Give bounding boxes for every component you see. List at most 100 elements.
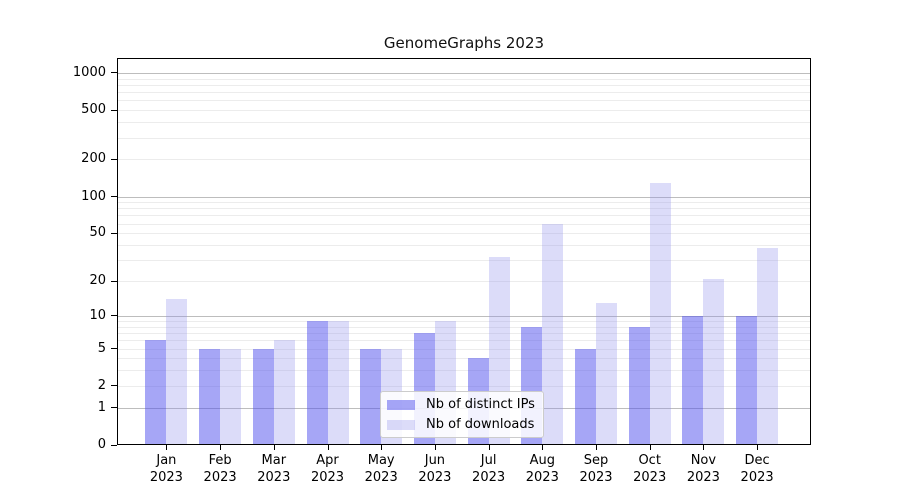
minor-gridline bbox=[118, 233, 810, 235]
x-axis-tick-label: Feb 2023 bbox=[203, 453, 237, 485]
x-axis-tick bbox=[596, 445, 597, 450]
x-axis-tick bbox=[220, 445, 222, 450]
x-axis-tick bbox=[434, 445, 436, 450]
legend-entry-downloads: Nb of downloads bbox=[387, 415, 543, 435]
x-axis-tick-label: Aug 2023 bbox=[525, 453, 559, 485]
x-axis-tick bbox=[649, 445, 651, 450]
y-axis-tick bbox=[111, 444, 117, 446]
bar-downloads-apr bbox=[327, 321, 349, 445]
x-axis-tick bbox=[542, 445, 544, 450]
minor-gridline bbox=[118, 333, 810, 334]
bar-downloads-jan bbox=[166, 299, 188, 445]
minor-gridline bbox=[118, 84, 810, 86]
x-axis-tick-label: Jan 2023 bbox=[149, 453, 183, 485]
y-axis-tick-label: 200 bbox=[81, 151, 106, 167]
legend-label-distinct-ips: Nb of distinct IPs bbox=[426, 397, 535, 412]
y-axis-tick bbox=[111, 232, 117, 234]
minor-gridline bbox=[118, 326, 810, 328]
y-axis-tick bbox=[111, 196, 117, 197]
y-axis-tick-label: 2 bbox=[97, 377, 106, 393]
x-axis-tick bbox=[381, 445, 383, 450]
bar-distinct-ips-feb bbox=[199, 348, 221, 445]
y-axis-tick-label: 1000 bbox=[72, 64, 106, 80]
y-axis-tick-label: 50 bbox=[89, 225, 106, 241]
minor-gridline bbox=[118, 358, 810, 360]
x-axis-tick-label: Sep 2023 bbox=[579, 453, 613, 485]
y-axis-tick bbox=[111, 385, 117, 387]
x-axis-tick-label: Nov 2023 bbox=[686, 453, 720, 485]
minor-gridline bbox=[118, 223, 810, 225]
y-axis-tick-label: 0 bbox=[97, 437, 106, 452]
y-axis-tick-label: 1 bbox=[97, 399, 106, 415]
y-axis-tick bbox=[111, 348, 117, 349]
minor-gridline bbox=[118, 245, 810, 246]
y-axis-tick bbox=[111, 109, 117, 111]
minor-gridline bbox=[118, 340, 810, 342]
legend-swatch-distinct-ips-icon bbox=[387, 399, 415, 410]
minor-gridline bbox=[118, 370, 810, 372]
minor-gridline bbox=[118, 348, 810, 350]
x-axis-tick-label: Apr 2023 bbox=[310, 453, 345, 485]
bar-downloads-mar bbox=[273, 340, 295, 445]
y-axis-tick bbox=[111, 158, 117, 160]
legend-label-downloads: Nb of downloads bbox=[426, 417, 535, 432]
bar-distinct-ips-jan bbox=[145, 340, 167, 445]
bar-downloads-nov bbox=[703, 278, 725, 445]
bar-distinct-ips-sep bbox=[575, 348, 596, 445]
y-axis-tick-label: 100 bbox=[81, 188, 106, 204]
y-axis-tick bbox=[111, 407, 117, 409]
bar-distinct-ips-dec bbox=[736, 315, 758, 445]
bar-downloads-sep bbox=[596, 302, 617, 445]
minor-gridline bbox=[118, 202, 810, 204]
x-axis-tick bbox=[488, 445, 490, 450]
legend-entry-distinct-ips: Nb of distinct IPs bbox=[387, 395, 543, 415]
bar-distinct-ips-mar bbox=[252, 348, 274, 445]
bar-distinct-ips-oct bbox=[628, 326, 650, 445]
x-axis-tick bbox=[166, 445, 168, 450]
x-axis-tick-label: Jul 2023 bbox=[472, 453, 506, 485]
x-axis-tick bbox=[327, 445, 329, 450]
major-gridline bbox=[118, 72, 810, 74]
y-axis-tick bbox=[111, 72, 117, 74]
minor-gridline bbox=[118, 215, 810, 217]
y-axis-tick bbox=[111, 315, 117, 317]
y-axis-tick-label: 10 bbox=[89, 307, 106, 323]
minor-gridline bbox=[118, 137, 810, 139]
chart-title: GenomeGraphs 2023 bbox=[383, 34, 545, 52]
x-axis-tick-label: Dec 2023 bbox=[740, 453, 774, 485]
bar-distinct-ips-apr bbox=[306, 321, 328, 445]
bar-distinct-ips-may bbox=[360, 348, 382, 445]
minor-gridline bbox=[118, 159, 810, 161]
x-axis-tick bbox=[703, 445, 705, 450]
minor-gridline bbox=[118, 385, 810, 387]
bar-downloads-feb bbox=[220, 348, 242, 445]
y-axis-tick-label: 500 bbox=[81, 102, 106, 118]
x-axis-tick-label: Oct 2023 bbox=[633, 453, 667, 485]
major-gridline bbox=[118, 196, 810, 198]
bar-downloads-oct bbox=[649, 183, 671, 445]
bar-downloads-aug bbox=[542, 223, 564, 445]
x-axis-tick bbox=[757, 445, 759, 450]
x-axis-tick bbox=[273, 445, 275, 450]
minor-gridline bbox=[118, 208, 810, 210]
x-axis-tick-label: Mar 2023 bbox=[257, 453, 291, 485]
bar-distinct-ips-nov bbox=[682, 315, 704, 445]
legend: Nb of distinct IPs Nb of downloads bbox=[380, 391, 544, 438]
legend-swatch-downloads-icon bbox=[387, 419, 415, 430]
y-axis-tick-label: 20 bbox=[89, 273, 106, 288]
y-axis-tick bbox=[111, 280, 117, 282]
y-axis-tick-label: 5 bbox=[97, 340, 106, 356]
minor-gridline bbox=[118, 78, 810, 80]
minor-gridline bbox=[118, 260, 810, 262]
bar-downloads-dec bbox=[757, 247, 779, 445]
minor-gridline bbox=[118, 321, 810, 322]
minor-gridline bbox=[118, 92, 810, 94]
minor-gridline bbox=[118, 100, 810, 102]
x-axis-tick-label: May 2023 bbox=[364, 453, 398, 485]
x-axis-tick-label: Jun 2023 bbox=[418, 453, 452, 485]
major-gridline bbox=[118, 315, 810, 317]
minor-gridline bbox=[118, 281, 810, 282]
minor-gridline bbox=[118, 122, 810, 124]
minor-gridline bbox=[118, 110, 810, 112]
